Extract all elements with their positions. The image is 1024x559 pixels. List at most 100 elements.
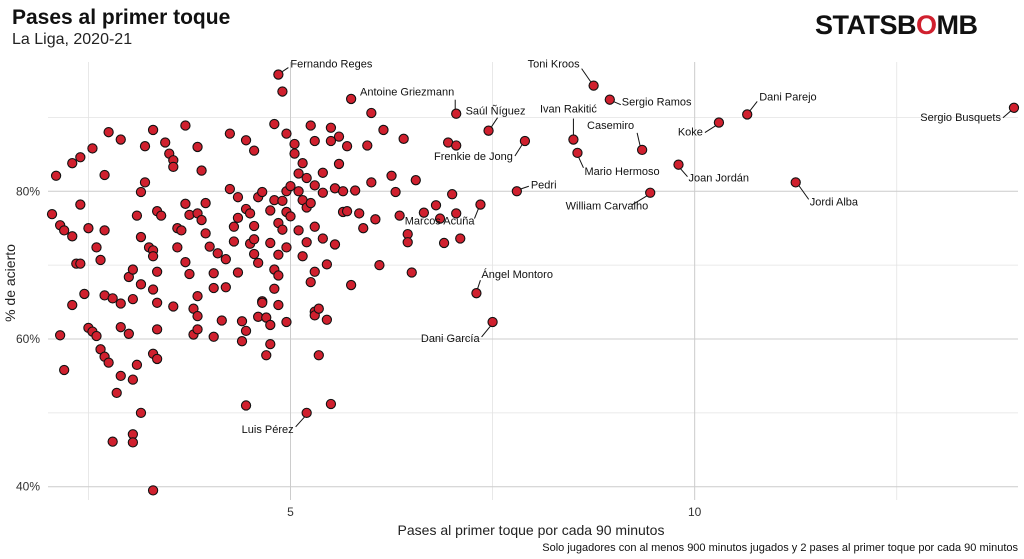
data-point: [127, 293, 139, 305]
data-point: [293, 168, 304, 179]
data-point: [341, 206, 353, 217]
data-point: [180, 257, 191, 268]
data-point: [79, 288, 90, 300]
data-point: [402, 237, 413, 248]
logo-text-accent: O: [916, 10, 937, 40]
data-point: [265, 339, 276, 350]
data-point: [253, 257, 264, 269]
data-point: [99, 169, 110, 181]
data-point: [410, 175, 421, 186]
data-point: [46, 209, 58, 220]
data-point: [232, 192, 244, 203]
data-point: [59, 225, 70, 236]
data-point: [59, 364, 70, 376]
data-point-labeled: [604, 94, 615, 105]
data-point: [180, 198, 191, 209]
label-leader-line: [514, 144, 523, 157]
data-point: [273, 270, 284, 281]
y-axis-label: % de acierto: [2, 244, 18, 322]
data-point: [362, 140, 373, 151]
label-leader-line: [473, 208, 479, 219]
data-point: [135, 231, 147, 243]
data-point: [394, 210, 405, 221]
label-leader-line: [491, 117, 498, 127]
data-point: [317, 187, 328, 198]
data-point: [240, 135, 252, 146]
data-point: [325, 122, 337, 133]
player-label: Antoine Griezmann: [360, 87, 454, 99]
data-point: [147, 485, 159, 496]
data-point: [192, 310, 203, 322]
data-points: [46, 69, 1020, 496]
player-label: Sergio Ramos: [622, 97, 692, 109]
data-point: [406, 267, 417, 278]
player-label: Marcos Acuña: [405, 216, 476, 228]
data-point: [99, 225, 110, 236]
data-point: [160, 137, 171, 148]
data-point: [309, 221, 320, 232]
data-point: [447, 189, 458, 200]
data-point: [87, 143, 98, 154]
data-point: [228, 221, 240, 232]
data-point: [103, 357, 114, 368]
data-point: [321, 259, 333, 270]
data-point: [248, 248, 260, 260]
data-point: [224, 183, 236, 195]
player-label: Dani Parejo: [759, 91, 816, 103]
data-point: [309, 266, 320, 277]
data-point: [192, 324, 203, 335]
data-point: [240, 400, 252, 411]
data-point: [289, 148, 300, 159]
data-point: [301, 237, 312, 248]
data-point: [333, 131, 345, 142]
data-point: [248, 220, 260, 232]
data-point: [115, 298, 126, 309]
label-leader-line: [680, 168, 688, 177]
x-tick-label: 10: [688, 505, 702, 519]
data-point: [147, 124, 159, 136]
data-point-labeled: [713, 117, 725, 128]
player-label: Ángel Montoro: [481, 268, 553, 281]
data-point: [354, 208, 365, 219]
chart-title: Pases al primer toque: [12, 6, 231, 29]
player-label: Saúl Ñíguez: [466, 105, 526, 118]
player-label: Frenkie de Jong: [434, 151, 513, 163]
data-point: [151, 266, 163, 277]
x-axis-label: Pases al primer toque por cada 90 minuto…: [398, 522, 665, 538]
y-tick-label: 60%: [16, 332, 40, 346]
data-point-labeled: [301, 407, 312, 418]
data-point: [91, 242, 102, 253]
label-leader-line: [798, 185, 810, 200]
data-point-labeled: [273, 69, 284, 80]
data-point: [107, 436, 118, 447]
data-point: [455, 233, 466, 244]
label-leader-line: [581, 68, 592, 82]
data-point-labeled: [483, 125, 494, 136]
data-point: [127, 264, 139, 275]
data-point: [236, 336, 248, 347]
data-point: [269, 283, 280, 294]
data-point: [107, 293, 118, 304]
data-point: [398, 133, 409, 144]
data-point: [293, 186, 304, 197]
data-point: [115, 370, 126, 382]
data-point: [67, 299, 78, 311]
data-point: [192, 290, 203, 302]
data-point: [281, 242, 292, 253]
data-point-labeled: [471, 288, 482, 299]
label-leader-line: [613, 101, 621, 106]
data-point: [305, 197, 316, 209]
data-point: [248, 145, 260, 156]
data-point: [305, 276, 316, 288]
data-point: [200, 228, 211, 239]
data-point: [220, 254, 231, 265]
data-point: [67, 231, 78, 242]
data-point: [329, 239, 341, 250]
data-point: [325, 398, 337, 410]
label-leader-line: [631, 195, 648, 206]
data-point: [127, 374, 139, 385]
data-point: [321, 314, 333, 325]
data-point: [212, 248, 223, 259]
data-point: [244, 208, 256, 219]
